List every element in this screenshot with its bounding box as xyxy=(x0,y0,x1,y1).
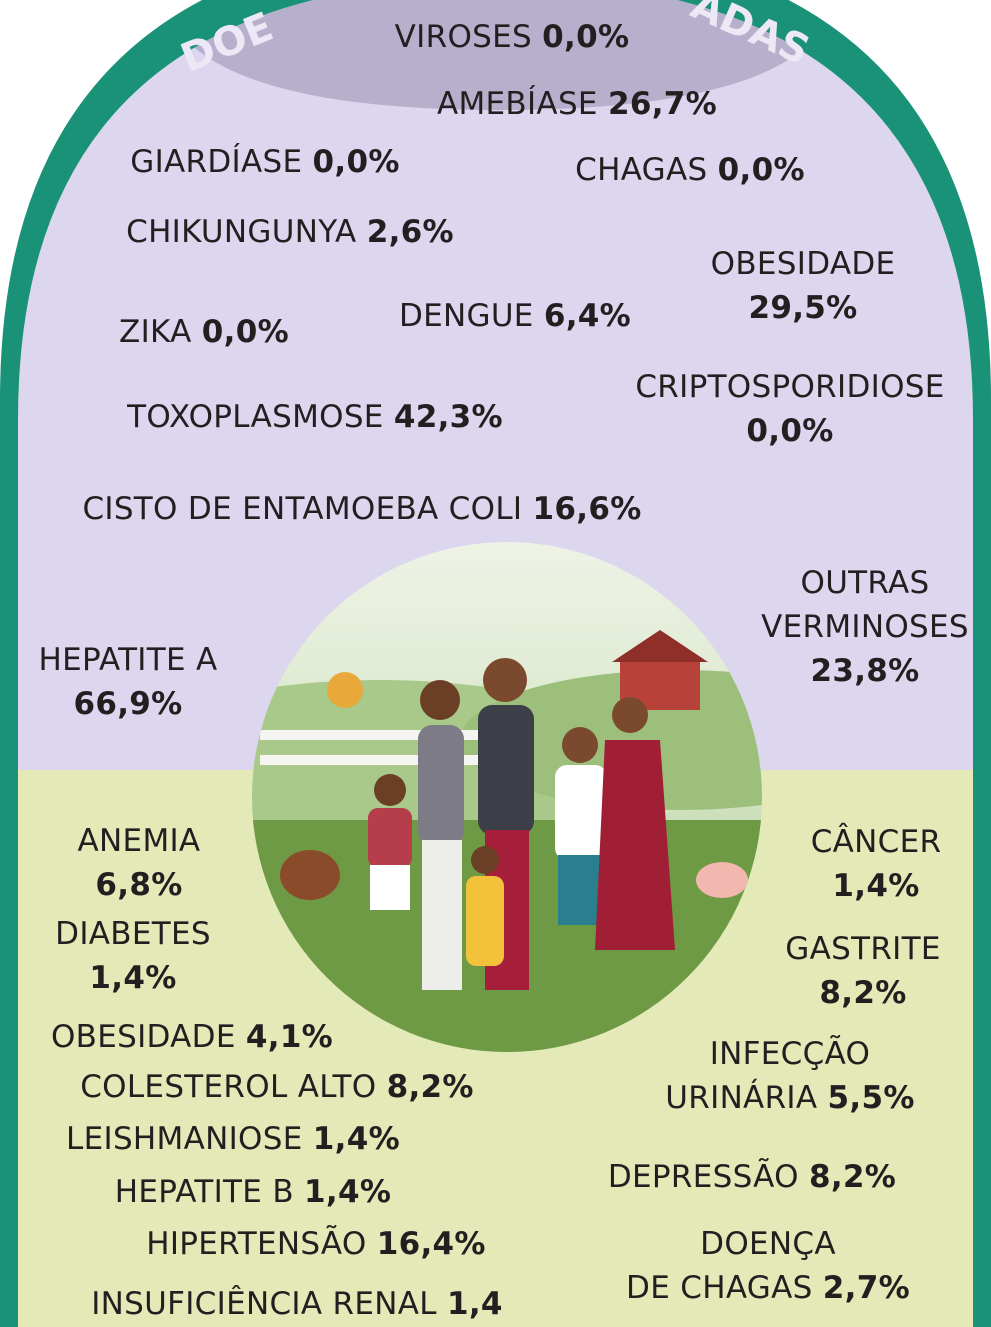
disease-item: HEPATITE A 66,9% xyxy=(38,638,217,726)
disease-item: DENGUE 6,4% xyxy=(399,294,631,338)
disease-name: GASTRITE xyxy=(785,931,940,967)
disease-value: 1,4 xyxy=(447,1286,503,1322)
disease-name: COLESTEROL ALTO xyxy=(80,1069,376,1105)
disease-value: 0,0% xyxy=(542,19,629,55)
disease-value: 4,1% xyxy=(246,1019,333,1055)
disease-value: 29,5% xyxy=(748,290,857,326)
disease-name: URINÁRIA xyxy=(665,1080,817,1116)
disease-name: DEPRESSÃO xyxy=(608,1159,799,1195)
disease-item: COLESTEROL ALTO 8,2% xyxy=(80,1065,474,1109)
disease-value: 0,0% xyxy=(313,144,400,180)
disease-item: CHAGAS 0,0% xyxy=(575,148,805,192)
disease-item: HIPERTENSÃO 16,4% xyxy=(146,1222,486,1266)
disease-value: 2,6% xyxy=(367,214,454,250)
disease-value: 8,2% xyxy=(387,1069,474,1105)
disease-name: HEPATITE B xyxy=(115,1174,294,1210)
disease-name: DE CHAGAS xyxy=(626,1270,813,1306)
disease-value: 6,8% xyxy=(95,867,182,903)
disease-value: 8,2% xyxy=(809,1159,896,1195)
disease-item: OUTRAS VERMINOSES 23,8% xyxy=(761,561,969,693)
disease-item: GIARDÍASE 0,0% xyxy=(130,140,399,184)
disease-item: INFECÇÃO URINÁRIA 5,5% xyxy=(665,1032,914,1120)
disease-value: 8,2% xyxy=(819,975,906,1011)
disease-name: HIPERTENSÃO xyxy=(146,1226,366,1262)
disease-item: CRIPTOSPORIDIOSE 0,0% xyxy=(635,365,944,453)
disease-item: DIABETES 1,4% xyxy=(55,912,211,1000)
disease-value: 16,6% xyxy=(533,491,642,527)
disease-item: VIROSES 0,0% xyxy=(395,15,630,59)
disease-name: DIABETES xyxy=(55,916,211,952)
disease-value: 0,0% xyxy=(202,314,289,350)
disease-name: AMEBÍASE xyxy=(437,86,598,122)
disease-item: ZIKA 0,0% xyxy=(119,310,289,354)
disease-item: OBESIDADE 4,1% xyxy=(51,1015,333,1059)
disease-name: OBESIDADE xyxy=(711,246,896,282)
disease-value: 16,4% xyxy=(377,1226,486,1262)
disease-item: HEPATITE B 1,4% xyxy=(115,1170,391,1214)
disease-item: INSUFICIÊNCIA RENAL 1,4 xyxy=(91,1282,503,1326)
disease-value: 42,3% xyxy=(394,399,503,435)
disease-name: CÂNCER xyxy=(811,824,942,860)
disease-name: CHAGAS xyxy=(575,152,707,188)
disease-name: VIROSES xyxy=(395,19,532,55)
disease-name: GIARDÍASE xyxy=(130,144,302,180)
disease-value: 23,8% xyxy=(810,653,919,689)
disease-item: DOENÇA DE CHAGAS 2,7% xyxy=(626,1222,910,1310)
disease-name: ZIKA xyxy=(119,314,192,350)
disease-value: 66,9% xyxy=(73,686,182,722)
disease-item: GASTRITE 8,2% xyxy=(785,927,940,1015)
disease-name: CRIPTOSPORIDIOSE xyxy=(635,369,944,405)
disease-value: 0,0% xyxy=(718,152,805,188)
disease-item: CISTO DE ENTAMOEBA COLI 16,6% xyxy=(82,487,641,531)
disease-name: OUTRAS xyxy=(800,565,929,601)
disease-item: OBESIDADE 29,5% xyxy=(711,242,896,330)
disease-value: 0,0% xyxy=(746,413,833,449)
disease-value: 1,4% xyxy=(832,868,919,904)
disease-name: INFECÇÃO xyxy=(710,1036,871,1072)
disease-name: DENGUE xyxy=(399,298,534,334)
disease-name: LEISHMANIOSE xyxy=(66,1121,303,1157)
disease-name: HEPATITE A xyxy=(38,642,217,678)
disease-item: DEPRESSÃO 8,2% xyxy=(608,1155,896,1199)
disease-item: ANEMIA 6,8% xyxy=(78,819,201,907)
disease-name: TOXOPLASMOSE xyxy=(127,399,384,435)
disease-name: OBESIDADE xyxy=(51,1019,236,1055)
disease-value: 6,4% xyxy=(544,298,631,334)
disease-item: CÂNCER 1,4% xyxy=(811,820,942,908)
disease-name: CISTO DE ENTAMOEBA COLI xyxy=(82,491,522,527)
disease-name: ANEMIA xyxy=(78,823,201,859)
disease-name: DOENÇA xyxy=(700,1226,836,1262)
infographic: REDOEADASIAS {"banner": {"fragments": ["… xyxy=(0,0,991,1327)
disease-value: 1,4% xyxy=(313,1121,400,1157)
disease-item: AMEBÍASE 26,7% xyxy=(437,82,717,126)
disease-value: 5,5% xyxy=(828,1080,915,1116)
disease-value: 26,7% xyxy=(608,86,717,122)
disease-name: CHIKUNGUNYA xyxy=(126,214,356,250)
disease-name: INSUFICIÊNCIA RENAL xyxy=(91,1286,437,1322)
disease-value: 1,4% xyxy=(89,960,176,996)
disease-value: 2,7% xyxy=(823,1270,910,1306)
disease-value: 1,4% xyxy=(304,1174,391,1210)
disease-item: CHIKUNGUNYA 2,6% xyxy=(126,210,454,254)
disease-name: VERMINOSES xyxy=(761,609,969,645)
disease-item: LEISHMANIOSE 1,4% xyxy=(66,1117,400,1161)
disease-item: TOXOPLASMOSE 42,3% xyxy=(127,395,503,439)
